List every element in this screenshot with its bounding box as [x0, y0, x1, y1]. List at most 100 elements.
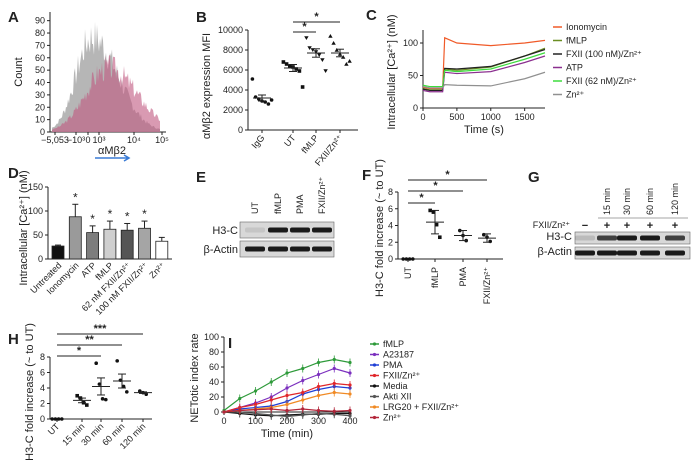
- netosis-data-point: [285, 408, 289, 413]
- h3c-fold-y-tick-label: 0: [388, 254, 393, 264]
- h3c-time-y-label: H3-C fold increase (~ to UT): [24, 323, 36, 460]
- h3c-blot-e-row-label: β-Actin: [204, 244, 238, 256]
- h3c-blot-g-band: [665, 250, 685, 256]
- netosis-x-tick-label: 300: [311, 416, 326, 426]
- calcium-y-tick-label: 100: [403, 38, 418, 48]
- ca-y-label: Intracellular [Ca²⁺] (nM): [18, 170, 30, 285]
- netosis-x-tick-label: 200: [279, 416, 294, 426]
- mfi-point: [297, 69, 302, 73]
- netosis-data-point: [238, 396, 242, 401]
- ca-bar: [138, 227, 151, 260]
- h3c-fold-category-label: PMA: [458, 267, 468, 287]
- h3c-fold-y-label: H3-C fold increase (~ to UT): [374, 159, 386, 297]
- netosis-legend-label: Zn²⁺: [383, 413, 402, 423]
- netosis-y-tick-label: 0: [214, 407, 219, 417]
- netosis-data-point: [253, 402, 258, 407]
- mfi-point: [331, 41, 336, 45]
- blot-g-condition-label: FXII/Zn²⁺: [533, 220, 571, 230]
- h3c-time-y-tick-label: 4: [40, 383, 45, 393]
- ca-bar-y-tick-label: 150: [28, 182, 43, 192]
- ca-category-label: Zn²⁺: [147, 260, 167, 280]
- netosis-data-point: [285, 386, 289, 390]
- h3c-blot-g-band: [575, 235, 595, 241]
- hist-x-tick-label: 10⁴: [127, 135, 141, 145]
- mfi-point: [334, 48, 339, 52]
- blot-g-condition-sign: +: [624, 220, 630, 232]
- netosis-legend-marker: [372, 373, 377, 378]
- netosis-legend-label: FXII/Zn²⁺: [383, 371, 421, 381]
- calcium-legend-label: Zn²⁺: [566, 90, 585, 100]
- netosis-legend-label: Media: [383, 381, 408, 391]
- netosis-y-tick-label: 20: [209, 392, 219, 402]
- hist-x-tick-label: −10³: [67, 135, 85, 145]
- h3c-blot-g-lane-label: 30 min: [622, 188, 632, 215]
- netosis-data-point: [316, 393, 321, 398]
- h3c-time-point: [121, 384, 126, 389]
- panel-label: E: [196, 169, 206, 186]
- netosis-x-tick-label: 400: [342, 416, 357, 426]
- netosis-legend-label: fMLP: [383, 339, 404, 349]
- h3c-fold-significance-star: *: [433, 180, 438, 192]
- netosis-y-tick-label: 40: [209, 377, 219, 387]
- netosis-data-point: [348, 414, 352, 418]
- mfi-point: [284, 62, 289, 66]
- h3c-fold-category-label: FXII/Zn²⁺: [482, 267, 492, 305]
- mfi-point: [300, 85, 305, 89]
- h3c-time-point: [53, 417, 58, 421]
- h3c-time-significance-star: *: [77, 345, 82, 357]
- h3c-blot-g-row-label: β-Actin: [538, 246, 572, 258]
- h3c-blot-g-band: [617, 250, 637, 256]
- netosis-data-point: [222, 410, 226, 414]
- netosis-legend-label: PMA: [383, 360, 403, 370]
- mfi-point: [344, 62, 349, 66]
- hist-y-tick-label: 20: [35, 102, 45, 112]
- ca-significance-star: *: [142, 207, 147, 221]
- netosis-data-point: [348, 408, 352, 413]
- mfi-point: [307, 46, 312, 50]
- mfi-point: [323, 69, 328, 73]
- mfi-point: [328, 34, 333, 38]
- calcium-legend-label: ATP: [566, 63, 583, 73]
- ca-bar-y-tick-label: 50: [33, 230, 43, 240]
- netosis-legend-marker: [372, 384, 377, 388]
- netosis-data-point: [285, 402, 289, 407]
- h3c-fold-point: [411, 257, 415, 261]
- netosis-data-point: [301, 413, 305, 417]
- mfi-point: [281, 60, 286, 64]
- netosis-data-point: [332, 409, 336, 413]
- h3c-time-point: [85, 403, 89, 407]
- calcium-y-tick-label: 0: [413, 103, 418, 113]
- h3c-time-point: [97, 382, 102, 386]
- h3c-blot-g-row-label: H3-C: [546, 231, 572, 243]
- h3c-time-point: [60, 417, 64, 421]
- ca-significance-star: *: [73, 190, 78, 204]
- hist-x-tick-label: 0: [85, 135, 90, 145]
- ca-significance-star: *: [108, 207, 113, 221]
- h3c-blot-e-band: [312, 246, 332, 252]
- ca-bar-y-tick-label: 0: [38, 254, 43, 264]
- mfi-y-tick-label: 2000: [223, 105, 243, 115]
- blot-g-condition-sign: −: [582, 220, 588, 232]
- h3c-blot-g-band: [665, 235, 685, 241]
- h3c-blot-g-lane-label: 60 min: [645, 188, 655, 215]
- panel-label: C: [366, 7, 377, 24]
- netosis-data-point: [285, 414, 289, 419]
- h3c-fold-y-tick-label: 2: [388, 237, 393, 247]
- h3c-blot-g-band: [575, 250, 595, 256]
- netosis-data-point: [301, 390, 305, 395]
- netosis-data-point: [316, 408, 321, 413]
- h3c-time-point: [125, 390, 129, 394]
- h3c-blot-g-band: [640, 235, 660, 241]
- netosis-legend-marker: [372, 415, 377, 420]
- hist-y-tick-label: 30: [35, 90, 45, 100]
- ca-significance-star: *: [90, 212, 95, 226]
- netosis-data-point: [285, 371, 289, 375]
- netosis-data-point: [348, 360, 352, 365]
- ca-bar: [68, 216, 82, 260]
- mfi-point: [294, 67, 298, 71]
- h3c-time-category-label: UT: [46, 421, 62, 437]
- mfi-y-tick-label: 8000: [223, 45, 243, 55]
- hist-y-tick-label: 60: [35, 53, 45, 63]
- blot-g-condition-sign: +: [672, 220, 678, 232]
